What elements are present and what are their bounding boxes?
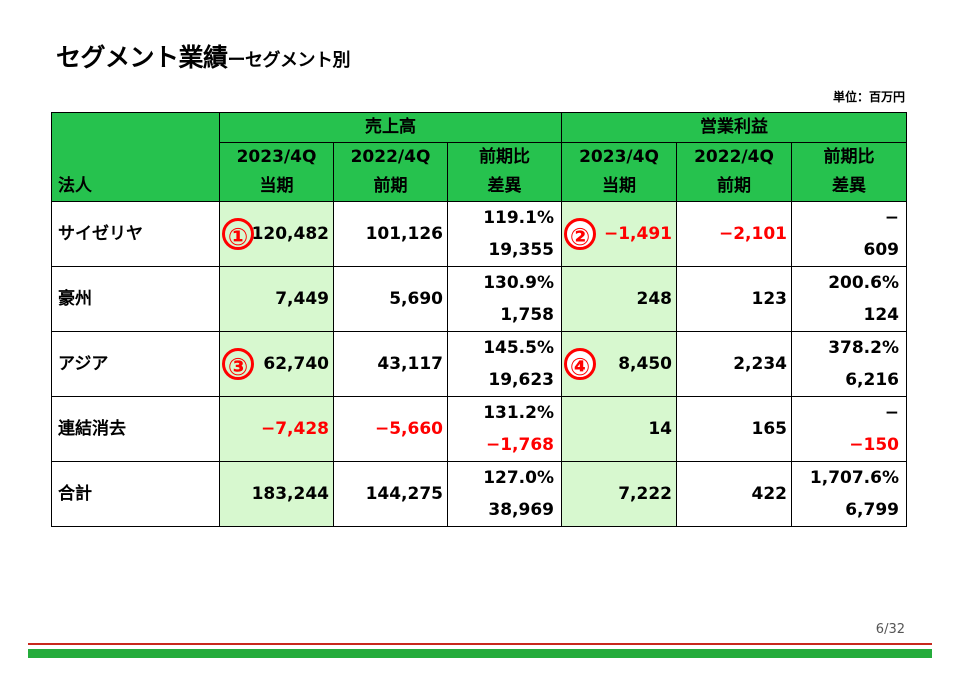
- op-prior: 123: [676, 266, 792, 332]
- op-compare: 378.2% 6,216: [791, 331, 907, 397]
- header-corp: 法人: [51, 112, 220, 202]
- sales-current: 183,244: [219, 461, 334, 527]
- op-compare: 200.6% 124: [791, 266, 907, 332]
- sales-compare: 119.1% 19,355: [447, 201, 562, 267]
- op-current: 7,222: [561, 461, 677, 527]
- table-row: 豪州 7,449 5,690 130.9% 1,758 248 123 200.6…: [51, 266, 907, 332]
- header-period-label: 当期: [602, 176, 636, 196]
- header-op-current: 2023/4Q 当期: [561, 142, 677, 202]
- diff: −1,768: [485, 435, 554, 455]
- ratio: 1,707.6%: [809, 468, 899, 488]
- op-prior: 165: [676, 396, 792, 462]
- title-sub: ーセグメント別: [227, 50, 351, 71]
- diff: 6,216: [845, 370, 899, 390]
- page-number: 6/32: [875, 622, 905, 637]
- marker-2: ②: [564, 218, 596, 251]
- op-current: 14: [561, 396, 677, 462]
- marker-1: ①: [222, 218, 254, 251]
- sales-prior: 43,117: [333, 331, 448, 397]
- header-ratio: 前期比: [823, 147, 875, 167]
- ratio: 130.9%: [483, 273, 554, 293]
- diff: −150: [849, 435, 899, 455]
- footer-green-bar: [28, 649, 932, 658]
- op-compare: 1,707.6% 6,799: [791, 461, 907, 527]
- diff: 6,799: [845, 500, 899, 520]
- corp-name: 豪州: [51, 266, 220, 332]
- marker-3: ③: [222, 348, 254, 381]
- diff: 609: [863, 240, 900, 260]
- marker-4: ④: [564, 348, 596, 381]
- table-row: 合計 183,244 144,275 127.0% 38,969 7,222 42…: [51, 461, 907, 527]
- header-period: 2022/4Q: [694, 147, 774, 167]
- op-compare: − 609: [791, 201, 907, 267]
- sales-current: −7,428: [219, 396, 334, 462]
- value: −1,491: [603, 223, 672, 244]
- header-op: 営業利益: [561, 112, 907, 143]
- diff: 19,623: [488, 370, 554, 390]
- ratio: −: [884, 403, 899, 423]
- corp-name: アジア: [51, 331, 220, 397]
- header-sales-current: 2023/4Q 当期: [219, 142, 334, 202]
- ratio: 378.2%: [828, 338, 899, 358]
- ratio: 200.6%: [828, 273, 899, 293]
- sales-prior: 144,275: [333, 461, 448, 527]
- sales-current: ③ 62,740: [219, 331, 334, 397]
- sales-current: 7,449: [219, 266, 334, 332]
- header-sales-compare: 前期比 差異: [447, 142, 562, 202]
- op-current: 248: [561, 266, 677, 332]
- header-sales-prior: 2022/4Q 前期: [333, 142, 448, 202]
- diff: 124: [863, 305, 900, 325]
- op-prior: −2,101: [676, 201, 792, 267]
- header-diff: 差異: [832, 176, 866, 196]
- corp-name: 合計: [51, 461, 220, 527]
- sales-compare: 130.9% 1,758: [447, 266, 562, 332]
- table-row: アジア ③ 62,740 43,117 145.5% 19,623 ④ 8,450 2…: [51, 331, 907, 397]
- diff: 19,355: [488, 240, 554, 260]
- title-main: セグメント業績: [56, 43, 228, 72]
- page-title: セグメント業績ーセグメント別: [56, 38, 351, 74]
- sales-compare: 131.2% −1,768: [447, 396, 562, 462]
- segment-table: 法人 売上高 営業利益 2023/4Q 当期 2022/4Q 前期 前期比差異 20…: [51, 112, 907, 527]
- unit-label: 単位：百万円: [832, 90, 905, 104]
- value: 120,482: [251, 223, 329, 244]
- header-ratio: 前期比: [479, 147, 530, 167]
- ratio: −: [884, 208, 899, 228]
- ratio: 145.5%: [483, 338, 554, 358]
- sales-compare: 127.0% 38,969: [447, 461, 562, 527]
- header-period: 2023/4Q: [236, 147, 317, 167]
- value: 8,450: [618, 353, 672, 374]
- header-period-label: 当期: [259, 176, 294, 196]
- header-op-prior: 2022/4Q 前期: [676, 142, 792, 202]
- op-prior: 422: [676, 461, 792, 527]
- op-current: ④ 8,450: [561, 331, 677, 397]
- sales-prior: 5,690: [333, 266, 448, 332]
- header-period: 2022/4Q: [350, 147, 431, 167]
- footer-red-line: [28, 643, 932, 645]
- corp-name: 連結消去: [51, 396, 220, 462]
- header-diff: 差異: [487, 176, 522, 196]
- header-period: 2023/4Q: [579, 147, 659, 167]
- op-compare: − −150: [791, 396, 907, 462]
- table-row: 連結消去 −7,428 −5,660 131.2% −1,768 14 165 −…: [51, 396, 907, 462]
- sales-prior: −5,660: [333, 396, 448, 462]
- diff: 1,758: [500, 305, 554, 325]
- header-period-label: 前期: [373, 176, 408, 196]
- ratio: 131.2%: [483, 403, 554, 423]
- sales-compare: 145.5% 19,623: [447, 331, 562, 397]
- header-period-label: 前期: [717, 176, 751, 196]
- op-current: ② −1,491: [561, 201, 677, 267]
- sales-current: ① 120,482: [219, 201, 334, 267]
- header-op-compare: 前期比 差異: [791, 142, 907, 202]
- value: 62,740: [263, 353, 329, 374]
- sales-prior: 101,126: [333, 201, 448, 267]
- op-prior: 2,234: [676, 331, 792, 397]
- ratio: 119.1%: [483, 208, 554, 228]
- table-row: サイゼリヤ ① 120,482 101,126 119.1% 19,355 ② −1,…: [51, 201, 907, 267]
- ratio: 127.0%: [483, 468, 554, 488]
- diff: 38,969: [488, 500, 554, 520]
- corp-name: サイゼリヤ: [51, 201, 220, 267]
- header-sales: 売上高: [219, 112, 562, 143]
